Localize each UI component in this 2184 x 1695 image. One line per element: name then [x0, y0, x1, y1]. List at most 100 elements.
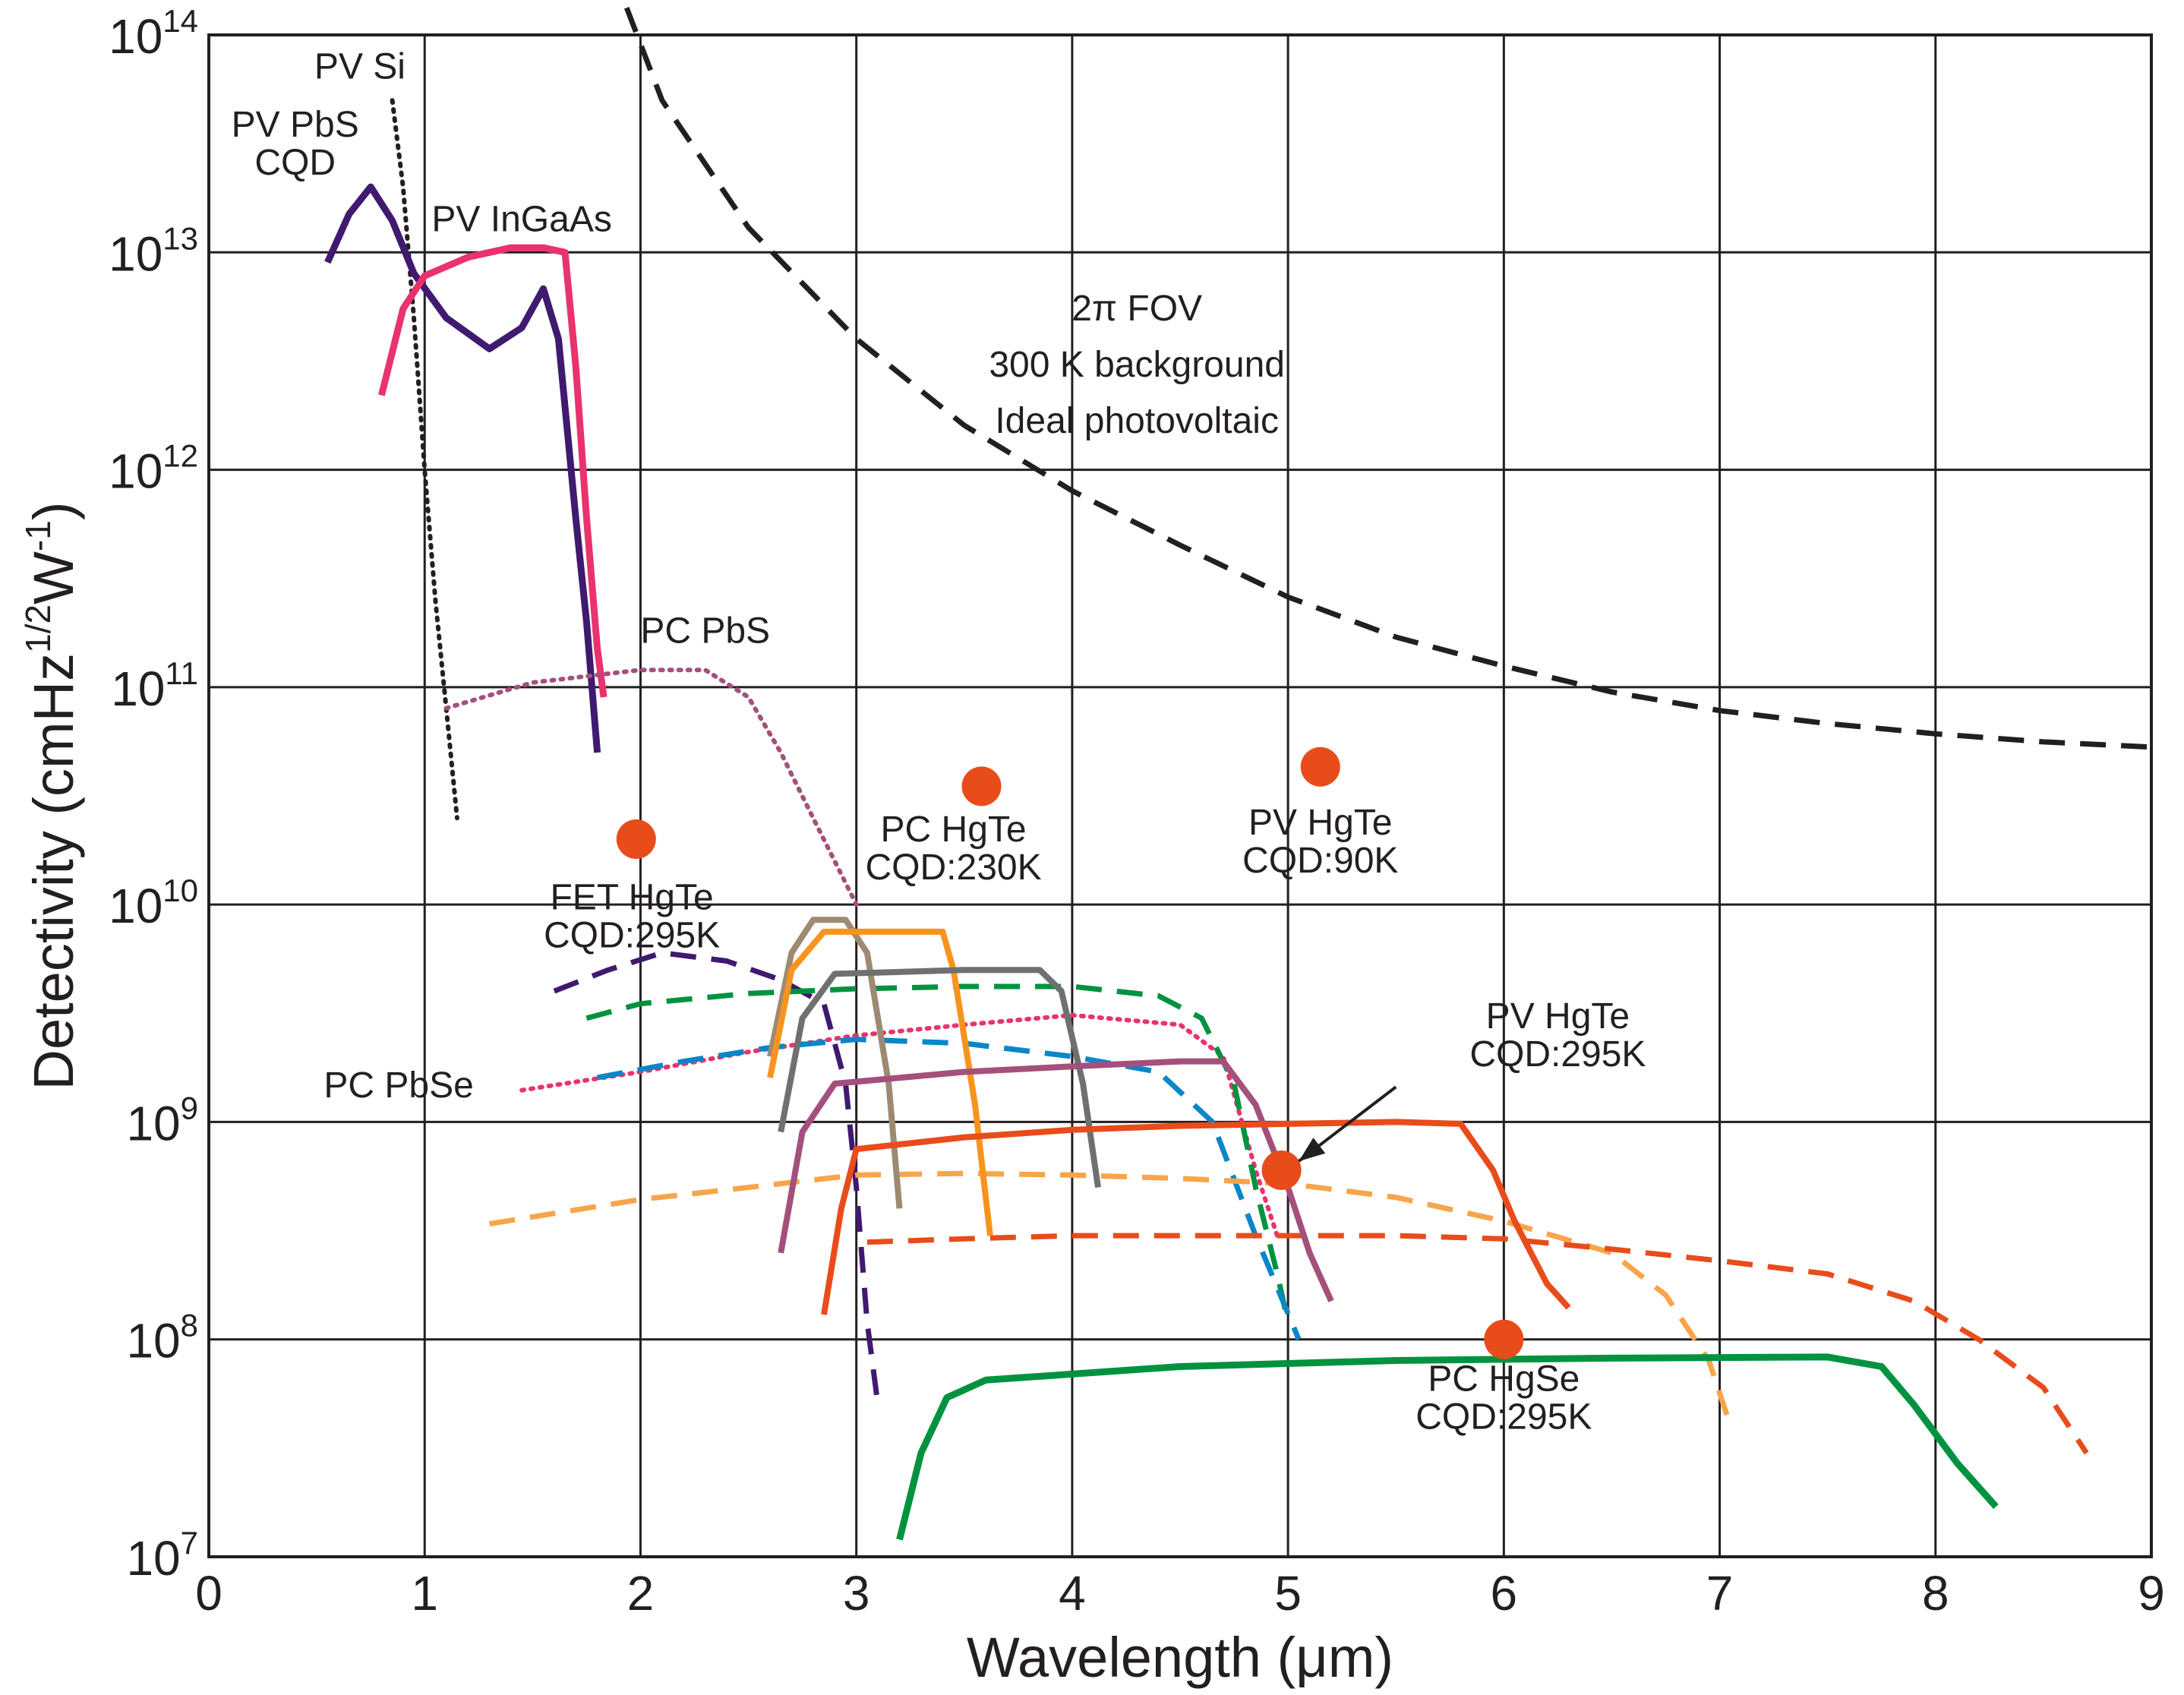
series-label-line: PV InGaAs [431, 200, 611, 240]
y-tick-base: 10 [126, 1531, 180, 1586]
y-axis-title-base: Detectivity (cmHz [22, 653, 85, 1091]
data-point-marker [616, 819, 656, 859]
arrow-head [1299, 1138, 1326, 1162]
y-axis-title-sup1: 1/2 [18, 604, 58, 653]
series-line-tan-solid [767, 917, 903, 1209]
series-label-line: CQD:90K [1242, 841, 1398, 881]
series-label-line: PC HgTe [881, 810, 1027, 850]
series-layer [324, 0, 2152, 1541]
x-tick-label: 0 [195, 1566, 223, 1621]
series-label: PC HgSe CQD:295K [1415, 1359, 1592, 1437]
y-tick-base: 10 [109, 444, 163, 499]
y-tick-base: 10 [109, 226, 163, 281]
series-line-pv-ingaas [378, 244, 608, 698]
series-line-green-dashed [585, 983, 1291, 1323]
ideal-pv-annotation: 2π FOV 300 K background Ideal photovoltaic [989, 289, 1285, 441]
x-tick-label: 9 [2138, 1566, 2165, 1621]
y-tick-label: 109 [126, 1090, 198, 1151]
series-label-line: PC PbSe [323, 1065, 473, 1106]
y-tick-base: 10 [109, 9, 163, 64]
series-label: PC HgTe CQD:230K [866, 810, 1042, 888]
series-label-line: PV Si [314, 46, 406, 87]
x-axis-title: Wavelength (μm) [967, 1626, 1393, 1689]
series-label-line: CQD [254, 143, 336, 183]
annotation-arrow-layer [1298, 1085, 1397, 1163]
y-tick-exponent: 13 [163, 220, 198, 256]
series-line-pv-hgte-cqd-295k-curve [821, 1119, 1571, 1315]
y-tick-label: 1010 [109, 873, 198, 933]
y-tick-label: 1012 [109, 438, 198, 499]
y-axis-title-mid: W [22, 551, 85, 604]
x-tick-label: 1 [411, 1566, 438, 1621]
series-label-line: PV HgTe [1248, 803, 1392, 843]
series-label-line: FET HgTe [550, 878, 713, 918]
y-tick-label: 1011 [111, 655, 198, 716]
series-label: PC PbS [640, 611, 770, 651]
data-point-marker [1261, 1150, 1302, 1190]
series-label: PV PbS CQD [232, 105, 359, 183]
series-label-line: CQD:230K [866, 848, 1042, 888]
x-tick-label: 8 [1922, 1566, 1949, 1621]
series-label-line: CQD:295K [544, 916, 720, 956]
series-line-pc-hgse-cqd-295k-curve [896, 1353, 1999, 1541]
series-label-line: PC PbS [640, 611, 770, 651]
y-tick-label: 1014 [109, 3, 198, 64]
x-tick-label: 5 [1274, 1566, 1302, 1621]
markers-layer [616, 746, 1524, 1359]
series-label: PV HgTe CQD:295K [1469, 996, 1646, 1075]
y-tick-exponent: 8 [181, 1308, 198, 1343]
series-line-orange-dashed [488, 1170, 1734, 1427]
data-point-marker [1484, 1319, 1524, 1359]
data-point-marker [961, 766, 1002, 806]
series-label: PV InGaAs [431, 200, 611, 240]
y-tick-exponent: 12 [163, 438, 198, 474]
ideal-pv-annotation-text: 2π FOV 300 K background Ideal photovoltaic [989, 289, 1285, 441]
series-label: PC PbSe [323, 1065, 473, 1106]
y-axis-title-sup2: -1 [18, 520, 58, 551]
y-tick-label: 1013 [109, 220, 198, 281]
x-tick-label: 4 [1059, 1566, 1086, 1621]
series-label: FET HgTe CQD:295K [544, 878, 720, 956]
series-label: PV Si [314, 46, 406, 87]
series-line-red-dashed [866, 1233, 2089, 1455]
y-tick-base: 10 [126, 1314, 180, 1368]
y-tick-label: 108 [126, 1308, 198, 1368]
y-axis-title: Detectivity (cmHz1/2W-1) [18, 502, 85, 1091]
series-line-orange-solid [767, 928, 993, 1236]
annotation-line: 300 K background [989, 345, 1285, 385]
y-tick-base: 10 [109, 879, 163, 933]
y-tick-base: 10 [126, 1096, 180, 1151]
labels-layer: PV Si PV PbS CQD PV InGaAs PC PbS PC PbSe FET … [232, 46, 1646, 1437]
series-line-pc-pbs [443, 668, 859, 907]
x-tick-label: 7 [1706, 1566, 1734, 1621]
data-point-marker [1300, 746, 1340, 787]
x-tick-label: 2 [627, 1566, 655, 1621]
x-tick-label: 3 [843, 1566, 870, 1621]
y-tick-exponent: 9 [181, 1090, 198, 1125]
x-axis: 0 1 2 3 4 5 6 7 8 9 [195, 1566, 2165, 1621]
series-line-pv-pbs-cqd [324, 183, 601, 753]
y-tick-exponent: 7 [181, 1525, 198, 1561]
y-tick-exponent: 11 [165, 655, 198, 691]
series-label-line: PC HgSe [1428, 1359, 1580, 1399]
annotation-line: Ideal photovoltaic [995, 401, 1279, 441]
series-line-blue-dashed [596, 1037, 1302, 1341]
annotation-line: 2π FOV [1071, 289, 1202, 329]
series-label-line: PV HgTe [1486, 996, 1630, 1037]
series-line-2-fov-300-k-background-ideal-photovoltaic [620, 0, 2152, 750]
y-tick-exponent: 10 [163, 873, 198, 908]
grid [209, 33, 2151, 1558]
y-tick-base: 10 [111, 661, 165, 716]
series-label: PV HgTe CQD:90K [1242, 803, 1398, 881]
series-label-line: CQD:295K [1469, 1034, 1646, 1075]
y-tick-label: 107 [126, 1525, 198, 1586]
y-axis-title-end: ) [22, 502, 85, 521]
x-tick-label: 6 [1491, 1566, 1518, 1621]
plot-frame [207, 33, 2153, 1558]
series-line-gray-solid [778, 967, 1101, 1188]
series-line-purple-solid [778, 1058, 1334, 1302]
series-label-line: CQD:295K [1415, 1397, 1592, 1437]
series-label-line: PV PbS [232, 105, 359, 145]
